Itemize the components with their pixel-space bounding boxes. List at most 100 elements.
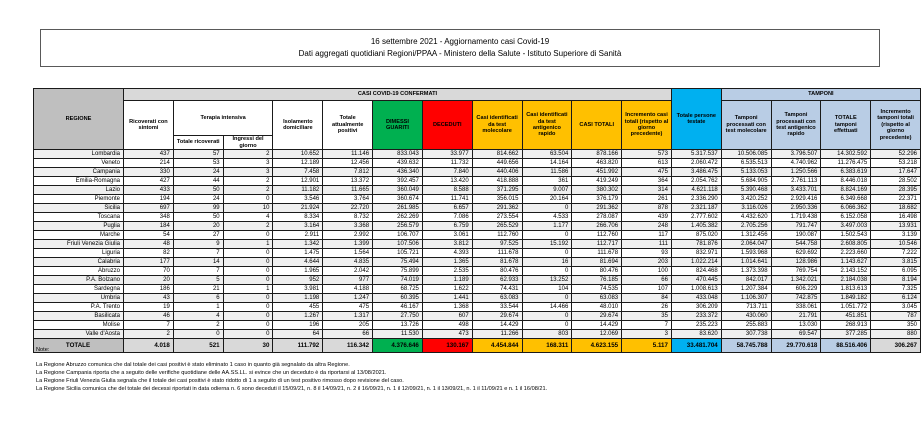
value-cell: 12.069 bbox=[571, 329, 623, 339]
value-cell: 0 bbox=[222, 320, 274, 330]
value-cell: 27 bbox=[172, 230, 224, 240]
region-name-cell: Calabria bbox=[33, 257, 124, 267]
col-header-ti-totale: Totale ricoverati bbox=[172, 135, 224, 150]
value-cell: 1.719.438 bbox=[770, 212, 822, 222]
value-cell: 83.620 bbox=[670, 329, 722, 339]
table-row: Emilia-Romagna 427 44 2 12.901 13.372 392.457 1… bbox=[33, 176, 921, 186]
value-cell: 184 bbox=[123, 221, 174, 231]
value-cell: 74.535 bbox=[571, 284, 623, 294]
value-cell: 2.535 bbox=[421, 266, 473, 276]
value-cell: 128.986 bbox=[770, 257, 822, 267]
value-cell: 261.985 bbox=[372, 203, 423, 213]
value-cell: 13.420 bbox=[421, 176, 473, 186]
region-name-cell: Veneto bbox=[33, 158, 124, 168]
value-cell: 814.662 bbox=[471, 149, 523, 159]
value-cell: 1.813.613 bbox=[820, 284, 872, 294]
value-cell: 28.502 bbox=[870, 176, 921, 186]
table-row: Liguria 82 7 0 1.475 1.564 105.721 4.393 111.678… bbox=[33, 248, 921, 258]
value-cell: 1.593.968 bbox=[720, 248, 772, 258]
value-cell: 10.506.085 bbox=[720, 149, 772, 159]
value-cell: 7.222 bbox=[870, 248, 921, 258]
value-cell: 104 bbox=[521, 284, 573, 294]
region-name-cell: Lazio bbox=[33, 185, 124, 195]
table-row: Marche 54 27 0 2.911 2.992 106.707 3.061 112.760… bbox=[33, 230, 921, 240]
value-cell: 214 bbox=[123, 158, 174, 168]
value-cell: 7 bbox=[172, 266, 224, 276]
col-header-tamponi-antigenico: Tamponi processati con test antigenico r… bbox=[770, 100, 822, 150]
totale-value-cell: 130.167 bbox=[421, 338, 473, 353]
value-cell: 306.209 bbox=[670, 302, 722, 312]
value-cell: 106.707 bbox=[372, 230, 423, 240]
table-row: Campania 330 24 3 7.458 7.812 436.340 7.840 440.… bbox=[33, 167, 921, 177]
value-cell: 13.931 bbox=[870, 221, 921, 231]
region-name-cell: Marche bbox=[33, 230, 124, 240]
value-cell: 69.547 bbox=[770, 329, 822, 339]
col-header-casi-totali: CASI TOTALI bbox=[571, 100, 623, 150]
value-cell: 787 bbox=[870, 311, 921, 321]
value-cell: 190.087 bbox=[770, 230, 822, 240]
value-cell: 11.732 bbox=[421, 158, 473, 168]
value-cell: 13.726 bbox=[372, 320, 423, 330]
value-cell: 544.758 bbox=[770, 239, 822, 249]
value-cell: 430.060 bbox=[720, 311, 772, 321]
value-cell: 2 bbox=[222, 221, 274, 231]
value-cell: 449.656 bbox=[471, 158, 523, 168]
value-cell: 111 bbox=[621, 239, 672, 249]
value-cell: 3.815 bbox=[870, 257, 921, 267]
value-cell: 81.694 bbox=[571, 257, 623, 267]
value-cell: 18.682 bbox=[870, 203, 921, 213]
table-row: Puglia 184 20 2 3.164 3.368 256.579 6.759 265.52… bbox=[33, 221, 921, 231]
value-cell: 11.530 bbox=[372, 329, 423, 339]
value-cell: 13.372 bbox=[322, 176, 374, 186]
region-name-cell: Basilicata bbox=[33, 311, 124, 321]
value-cell: 1.008.613 bbox=[670, 284, 722, 294]
value-cell: 196 bbox=[272, 320, 324, 330]
value-cell: 235.223 bbox=[670, 320, 722, 330]
value-cell: 28.395 bbox=[870, 185, 921, 195]
col-header-isolamento: Isolamento domiciliare bbox=[272, 100, 324, 150]
value-cell: 205 bbox=[322, 320, 374, 330]
value-cell: 7.812 bbox=[322, 167, 374, 177]
value-cell: 19 bbox=[123, 302, 174, 312]
table-row: Friuli Venezia Giulia 48 9 1 1.342 1.399 107.5… bbox=[33, 239, 921, 249]
value-cell: 33.977 bbox=[421, 149, 473, 159]
value-cell: 248 bbox=[621, 221, 672, 231]
value-cell: 1.207.384 bbox=[720, 284, 772, 294]
value-cell: 10.652 bbox=[272, 149, 324, 159]
value-cell: 418.888 bbox=[471, 176, 523, 186]
value-cell: 14 bbox=[172, 257, 224, 267]
value-cell: 3.164 bbox=[272, 221, 324, 231]
value-cell: 878 bbox=[621, 203, 672, 213]
region-name-cell: Umbria bbox=[33, 293, 124, 303]
value-cell: 11.182 bbox=[272, 185, 324, 195]
value-cell: 1.177 bbox=[521, 221, 573, 231]
value-cell: 433.048 bbox=[670, 293, 722, 303]
note-line: La Regione Friuli Venezia Giulia segnala… bbox=[36, 377, 404, 384]
col-header-ricoverati: Ricoverati con sintomi bbox=[123, 100, 174, 150]
value-cell: 6.124 bbox=[870, 293, 921, 303]
value-cell: 3.981 bbox=[272, 284, 324, 294]
totale-value-cell: 4.018 bbox=[123, 338, 174, 353]
value-cell: 256.579 bbox=[372, 221, 423, 231]
value-cell: 82 bbox=[123, 248, 174, 258]
value-cell: 74.431 bbox=[471, 284, 523, 294]
value-cell: 75.494 bbox=[372, 257, 423, 267]
totale-value-cell: 58.745.788 bbox=[720, 338, 772, 353]
value-cell: 4.533 bbox=[521, 212, 573, 222]
value-cell: 11.266 bbox=[471, 329, 523, 339]
value-cell: 613 bbox=[621, 158, 672, 168]
value-cell: 3.812 bbox=[421, 239, 473, 249]
value-cell: 117 bbox=[621, 230, 672, 240]
value-cell: 97.525 bbox=[471, 239, 523, 249]
value-cell: 1.441 bbox=[421, 293, 473, 303]
col-header-casi-molecolare: Casi identificati da test molecolare bbox=[471, 100, 523, 150]
value-cell: 64 bbox=[272, 329, 324, 339]
value-cell: 4.621.118 bbox=[670, 185, 722, 195]
value-cell: 4.188 bbox=[322, 284, 374, 294]
value-cell: 2.608.805 bbox=[820, 239, 872, 249]
value-cell: 0 bbox=[521, 320, 573, 330]
value-cell: 455 bbox=[272, 302, 324, 312]
value-cell: 6.152.058 bbox=[820, 212, 872, 222]
value-cell: 5.317.537 bbox=[670, 149, 722, 159]
